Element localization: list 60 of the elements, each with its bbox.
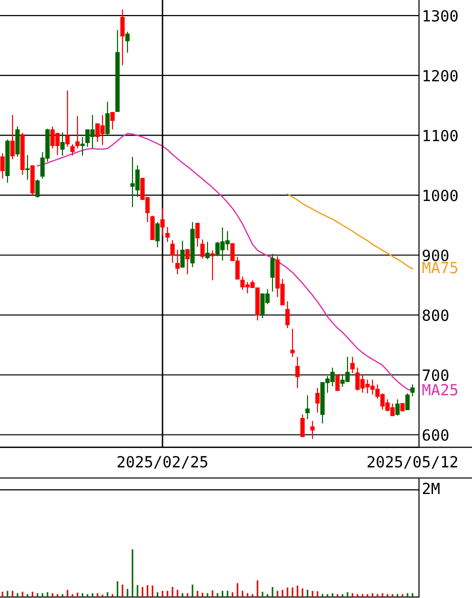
candlestick (185, 248, 190, 275)
series-label: MA25 (422, 384, 458, 396)
candlestick (165, 226, 170, 242)
candlestick (115, 29, 120, 112)
candlestick (205, 241, 210, 260)
series-label: MA75 (422, 262, 458, 274)
candlestick (200, 239, 205, 260)
line-series (36, 132, 414, 392)
candlestick (60, 132, 65, 156)
candlestick (25, 154, 30, 180)
candlestick (175, 249, 180, 275)
candlestick (405, 392, 410, 411)
candlestick (70, 144, 75, 156)
y-tick-label: 800 (422, 309, 448, 322)
y-tick-label: 1200 (424, 70, 458, 82)
candlestick (120, 9, 125, 66)
candlestick (150, 215, 155, 241)
candlestick (75, 116, 80, 150)
candlestick (80, 136, 85, 156)
y-tick-label: 1300 (424, 10, 458, 22)
candlestick (395, 398, 400, 416)
candlestick (155, 222, 160, 248)
candlestick (270, 253, 275, 292)
candlestick (305, 394, 310, 420)
y-tick-label: 1100 (424, 130, 458, 142)
candlestick (210, 250, 215, 281)
candlestick (335, 374, 340, 392)
candlestick (350, 356, 355, 374)
candlestick (10, 114, 15, 160)
candlestick (290, 328, 295, 358)
y-tick-label: 900 (422, 250, 448, 262)
candlestick (65, 90, 70, 148)
candlestick (125, 31, 130, 54)
y-tick-label: 700 (422, 369, 448, 381)
candlestick (195, 222, 200, 248)
candlestick (400, 402, 405, 412)
candlestick (20, 132, 25, 176)
x-tick-label: 2025/02/25 (118, 456, 208, 469)
candlestick (190, 222, 195, 268)
candlestick (310, 420, 315, 440)
candlestick (0, 152, 5, 179)
candlestick (15, 126, 20, 158)
candlestick (300, 414, 305, 438)
candlestick (110, 111, 115, 130)
candlestick (170, 240, 175, 264)
y-tick-label: 1000 (424, 190, 458, 202)
candlestick (105, 101, 110, 136)
y-tick-label: 600 (422, 429, 448, 441)
candlestick (295, 356, 300, 389)
candlestick (285, 300, 290, 329)
ref-line-label: 2M (422, 482, 440, 494)
candlestick (5, 139, 10, 184)
candlestick (315, 388, 320, 414)
candlestick (180, 240, 185, 268)
candlestick (30, 164, 35, 196)
candlestick (35, 179, 40, 198)
line-series (286, 193, 414, 270)
x-tick-label: 2025/05/12 (368, 456, 458, 469)
candlestick (160, 208, 165, 236)
candlestick (410, 384, 415, 397)
